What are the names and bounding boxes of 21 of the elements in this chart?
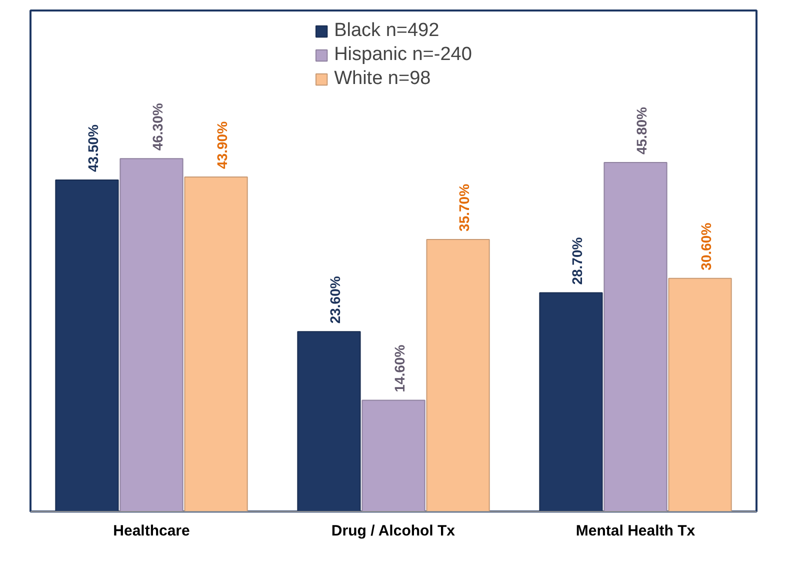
legend-label: White n=98	[334, 68, 431, 90]
x-tick-label: Healthcare	[113, 522, 190, 540]
data-label: 23.60%	[326, 276, 343, 324]
legend-label: Hispanic n=-240	[334, 44, 472, 66]
bar	[668, 278, 732, 512]
data-label: 35.70%	[456, 183, 472, 232]
x-tick-label: Mental Health Tx	[576, 522, 696, 540]
data-label: 46.30%	[150, 102, 166, 151]
data-label: 43.50%	[84, 124, 101, 172]
bar	[604, 162, 668, 512]
legend-label: Black n=492	[334, 20, 440, 42]
bar	[426, 238, 490, 512]
data-label: 14.60%	[392, 344, 408, 392]
data-label: 28.70%	[568, 236, 585, 285]
data-label: 30.60%	[698, 222, 714, 270]
bar	[362, 400, 426, 512]
bar	[120, 158, 184, 512]
data-label: 43.90%	[214, 120, 230, 169]
x-tick-label: Drug / Alcohol Tx	[331, 522, 456, 540]
data-label: 45.80%	[634, 106, 650, 154]
bar	[184, 176, 248, 512]
